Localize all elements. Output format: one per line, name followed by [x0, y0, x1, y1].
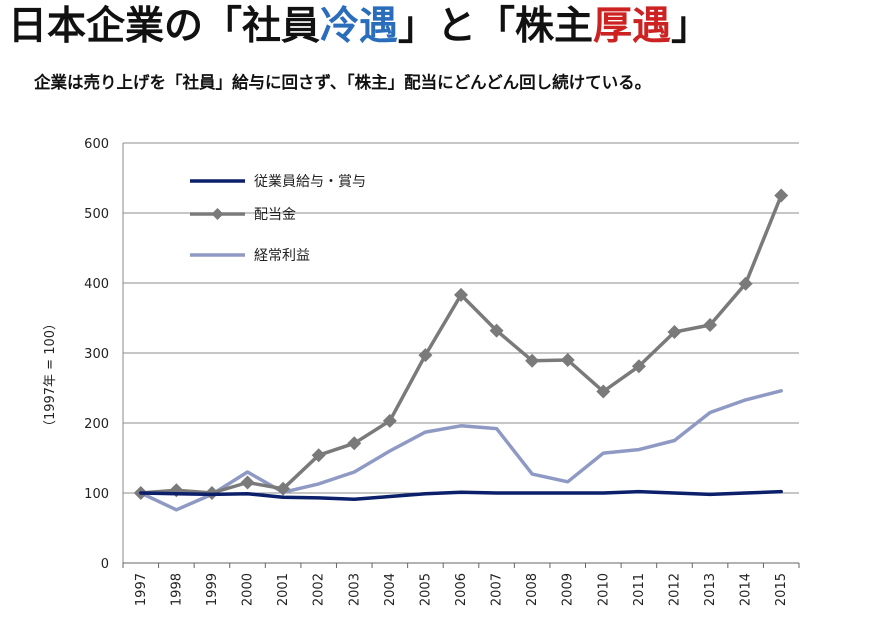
axis-layer: 0 100 200 300 400 500 600 1997 1998 1999 2000 2001 2… — [84, 137, 800, 606]
data-point — [596, 384, 611, 399]
x-tick-label: 2014 — [739, 573, 754, 606]
data-point — [631, 359, 646, 374]
legend-marker — [211, 208, 224, 220]
x-tick-label: 2015 — [774, 573, 789, 606]
y-tick-label: 0 — [101, 557, 109, 572]
data-point — [774, 188, 789, 203]
x-tick-label: 2001 — [276, 573, 291, 606]
x-tick-label: 2008 — [525, 573, 540, 606]
y-axis-label: （1997年 = 100） — [43, 317, 58, 433]
x-tick-label: 1999 — [205, 573, 220, 606]
data-point — [454, 287, 468, 302]
x-tick-label: 2000 — [241, 573, 256, 606]
x-tick-label: 2011 — [632, 573, 647, 606]
x-tick-label: 1998 — [169, 573, 184, 606]
page-title: 日本企業の「社員冷遇」と「株主厚遇」 — [8, 2, 868, 52]
data-point — [738, 276, 753, 291]
data-point — [276, 481, 291, 496]
x-tick-label: 2003 — [347, 573, 362, 606]
data-point — [667, 325, 682, 339]
x-tick-label: 2007 — [490, 573, 505, 606]
y-tick-label: 200 — [84, 417, 109, 432]
x-tick-label: 2002 — [312, 573, 327, 606]
title-prefix: 日本企業の「社員 — [8, 4, 321, 49]
title-highlight-red: 厚遇 — [593, 4, 672, 49]
title-suffix: 」 — [671, 4, 711, 49]
data-point — [703, 318, 718, 332]
data-point — [489, 323, 504, 338]
page-subtitle: 企業は売り上げを「社員」給与に回さず、「株主」配当にどんどん回し続けている。 — [34, 73, 652, 92]
y-tick-label: 500 — [84, 207, 109, 222]
data-point — [347, 436, 362, 451]
series-line — [139, 193, 783, 495]
series-line — [139, 389, 783, 512]
y-tick-label: 400 — [84, 277, 109, 292]
title-highlight-blue: 冷遇 — [320, 4, 399, 49]
x-tick-label: 2012 — [667, 573, 682, 606]
x-tick-label: 2005 — [418, 573, 433, 606]
data-point — [382, 413, 397, 428]
x-tick-label: 2010 — [596, 573, 611, 606]
y-tick-label: 100 — [84, 487, 109, 502]
legend-label: 従業員給与・賞与 — [254, 174, 366, 190]
x-tick-label: 2013 — [703, 573, 718, 606]
title-middle: 」と「株主 — [398, 4, 594, 49]
x-tick-label: 2006 — [454, 573, 469, 606]
data-point — [418, 348, 433, 363]
x-tick-label: 1997 — [134, 573, 149, 606]
data-point — [240, 475, 255, 490]
data-point — [311, 448, 326, 463]
data-point — [525, 353, 540, 368]
grid-layer — [123, 142, 799, 494]
x-tick-label: 2004 — [383, 573, 398, 606]
y-tick-label: 600 — [84, 137, 109, 152]
data-point — [560, 353, 575, 367]
x-tick-label: 2009 — [561, 573, 576, 606]
legend-label: 配当金 — [254, 207, 296, 223]
series-line — [139, 489, 783, 502]
legend-label: 経常利益 — [254, 248, 310, 264]
y-tick-label: 300 — [84, 347, 109, 362]
series-layer — [133, 188, 789, 512]
